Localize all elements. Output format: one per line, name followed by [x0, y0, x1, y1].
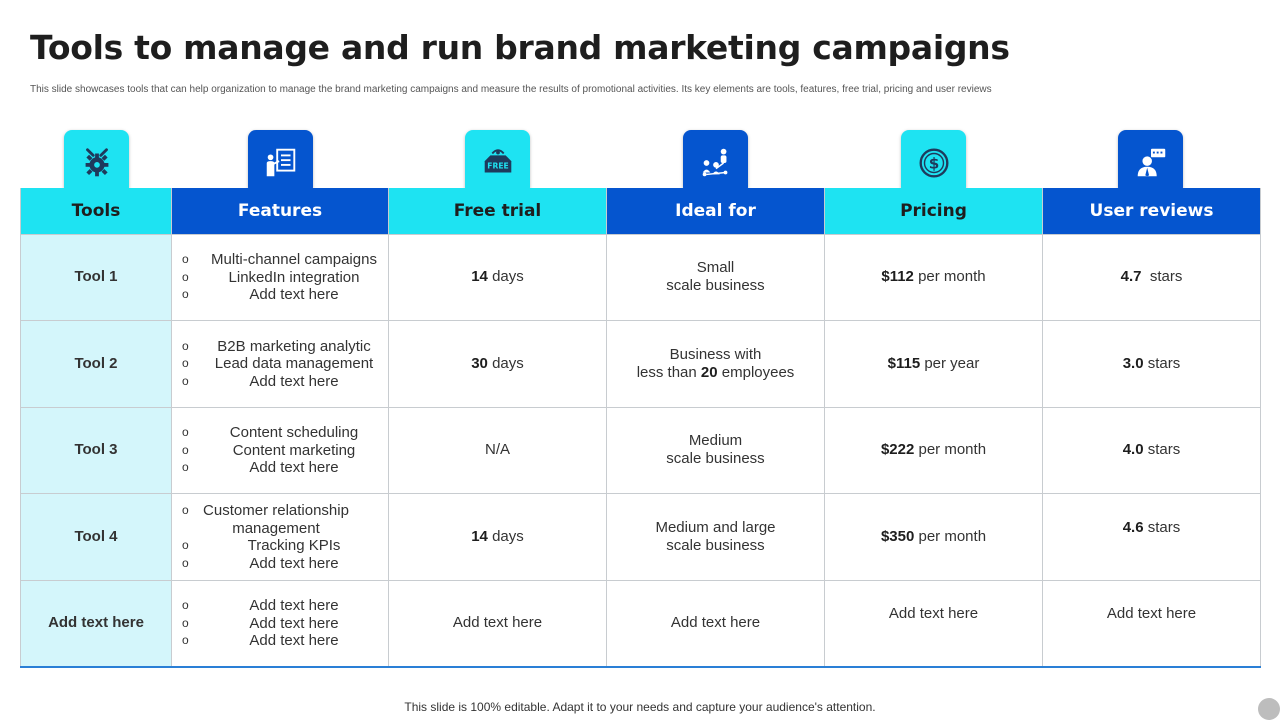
ideal-for-icon-box	[683, 130, 748, 195]
ideal-for-cell: Business with less than 20 employees	[606, 320, 825, 408]
features-icon-box	[248, 130, 313, 195]
corner-dot	[1258, 698, 1280, 720]
user-reviews-cell: 4.6 stars	[1042, 493, 1261, 581]
tools-comparison-table: Tools Features Free trial Ideal for Pric…	[20, 188, 1261, 668]
features-cell: Add text here Add text here Add text her…	[171, 579, 389, 668]
tools-icon-box	[64, 130, 129, 195]
header-user-reviews: User reviews	[1042, 188, 1261, 234]
feature-item: Add text here	[182, 555, 388, 573]
user-reviews-cell: 3.0 stars	[1042, 320, 1261, 408]
feature-item: Add text here	[182, 615, 388, 633]
free-trial-cell: 14 days	[388, 493, 607, 581]
free-trial-icon-box: FREE	[465, 130, 530, 195]
feature-item: Multi-channel campaigns	[182, 251, 388, 269]
free-trial-cell: 30 days	[388, 320, 607, 408]
feature-item: LinkedIn integration	[182, 269, 388, 287]
feature-item: Customer relationship management	[182, 502, 352, 537]
ideal-for-cell: Medium and large scale business	[606, 493, 825, 581]
table-row: Tool 4 Customer relationship management …	[20, 493, 1261, 581]
user-reviews-cell: 4.0 stars	[1042, 406, 1261, 495]
free-trial-cell: 14 days	[388, 233, 607, 322]
table-header-row: Tools Features Free trial Ideal for Pric…	[20, 188, 1261, 234]
features-cell: Customer relationship management Trackin…	[171, 493, 389, 581]
feature-item: Content scheduling	[182, 424, 388, 442]
feature-item: Content marketing	[182, 442, 388, 460]
ideal-for-cell: Medium scale business	[606, 406, 825, 495]
feature-item: Add text here	[182, 286, 388, 304]
pricing-icon-box: $	[901, 130, 966, 195]
table-row: Tool 3 Content scheduling Content market…	[20, 406, 1261, 495]
features-cell: B2B marketing analytic Lead data managem…	[171, 320, 389, 408]
feature-item: Add text here	[182, 459, 388, 477]
user-reviews-icon-box	[1118, 130, 1183, 195]
ideal-for-cell: Add text here	[606, 579, 825, 668]
tool-name: Tool 1	[20, 233, 172, 322]
settings-gear-icon	[85, 147, 108, 176]
page-title: Tools to manage and run brand marketing …	[30, 28, 1010, 67]
header-tools: Tools	[20, 188, 172, 234]
user-reviews-cell: 4.7 stars	[1042, 233, 1261, 322]
feature-item: Add text here	[182, 373, 388, 391]
ideal-for-cell: Small scale business	[606, 233, 825, 322]
user-reviews-cell: Add text here	[1042, 579, 1261, 668]
pricing-cell: $222 per month	[824, 406, 1043, 495]
dollar-coin-icon: $	[919, 148, 948, 177]
table-row: Tool 2 B2B marketing analytic Lead data …	[20, 320, 1261, 408]
presentation-icon	[266, 148, 295, 176]
feature-item: Tracking KPIs	[182, 537, 388, 555]
header-ideal-for: Ideal for	[606, 188, 825, 234]
tool-name: Tool 3	[20, 406, 172, 495]
header-free-trial: Free trial	[388, 188, 607, 234]
feature-item: B2B marketing analytic	[182, 338, 388, 356]
free-trial-cell: N/A	[388, 406, 607, 495]
footer-note: This slide is 100% editable. Adapt it to…	[404, 700, 876, 714]
feature-item: Add text here	[182, 632, 388, 650]
feature-item: Lead data management	[182, 355, 388, 373]
pricing-cell: Add text here	[824, 579, 1043, 668]
header-features: Features	[171, 188, 389, 234]
page-subtitle: This slide showcases tools that can help…	[30, 84, 992, 95]
features-cell: Multi-channel campaigns LinkedIn integra…	[171, 233, 389, 322]
free-tag-icon: FREE	[484, 148, 511, 172]
table-row: Tool 1 Multi-channel campaigns LinkedIn …	[20, 233, 1261, 322]
team-network-icon	[702, 148, 727, 176]
features-cell: Content scheduling Content marketing Add…	[171, 406, 389, 495]
pricing-cell: $350 per month	[824, 493, 1043, 581]
feature-item: Add text here	[182, 597, 388, 615]
header-pricing: Pricing	[824, 188, 1043, 234]
tool-name: Tool 2	[20, 320, 172, 408]
table-row: Add text here Add text here Add text her…	[20, 579, 1261, 668]
pricing-cell: $112 per month	[824, 233, 1043, 322]
tool-name: Add text here	[20, 579, 172, 668]
user-feedback-icon	[1137, 148, 1165, 176]
free-trial-cell: Add text here	[388, 579, 607, 668]
tool-name: Tool 4	[20, 493, 172, 581]
svg-text:FREE: FREE	[487, 161, 508, 170]
pricing-cell: $115 per year	[824, 320, 1043, 408]
svg-text:$: $	[928, 154, 939, 172]
